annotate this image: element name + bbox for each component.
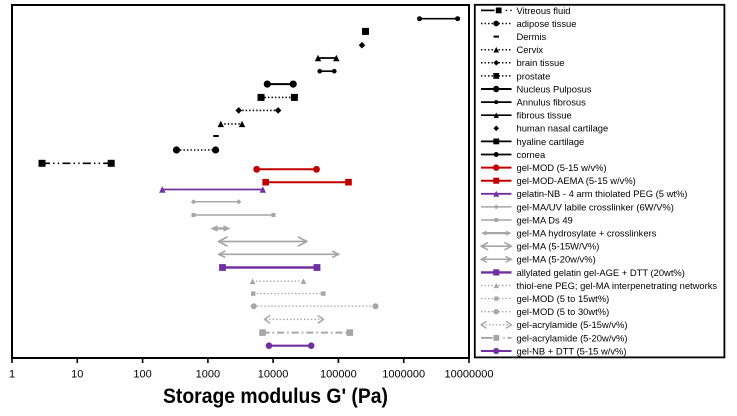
- svg-text:cornea: cornea: [517, 149, 546, 160]
- svg-text:Nucleus Pulposus: Nucleus Pulposus: [517, 83, 592, 94]
- svg-text:gel-MA/UV labile crosslinker (: gel-MA/UV labile crosslinker (6W/V%): [517, 201, 674, 212]
- svg-text:10000000: 10000000: [445, 369, 494, 381]
- svg-text:1000: 1000: [196, 369, 220, 381]
- svg-text:gel-MOD (5 to 15wt%): gel-MOD (5 to 15wt%): [517, 293, 610, 304]
- svg-text:Annulus fibrosus: Annulus fibrosus: [517, 97, 587, 108]
- svg-text:1: 1: [9, 369, 15, 381]
- svg-text:gelatin-NB - 4 arm thiolated P: gelatin-NB - 4 arm thiolated PEG (5 wt%): [517, 188, 688, 199]
- svg-text:gel-NB + DTT (5-15 w/v%): gel-NB + DTT (5-15 w/v%): [517, 345, 627, 356]
- svg-text:gel-MOD (5-15 w/v%): gel-MOD (5-15 w/v%): [517, 162, 607, 173]
- svg-text:gel-MA (5-15W/V%): gel-MA (5-15W/V%): [517, 241, 600, 252]
- svg-text:allylated gelatin gel-AGE + DT: allylated gelatin gel-AGE + DTT (20wt%): [517, 267, 685, 278]
- svg-text:adipose tissue: adipose tissue: [517, 18, 577, 29]
- svg-text:Storage modulus G' (Pa): Storage modulus G' (Pa): [163, 384, 388, 408]
- svg-text:gel-MA (5-20w/v%): gel-MA (5-20w/v%): [517, 254, 596, 265]
- svg-text:gel-acrylamide (5-20w/v%): gel-acrylamide (5-20w/v%): [517, 332, 628, 343]
- svg-text:thiol-ene PEG; gel-MA interpen: thiol-ene PEG; gel-MA interpenetrating n…: [517, 280, 718, 291]
- svg-text:Vitreous fluid: Vitreous fluid: [517, 5, 571, 16]
- svg-text:hyaline cartilage: hyaline cartilage: [517, 136, 585, 147]
- svg-text:gel-MA hydrosylate + crosslink: gel-MA hydrosylate + crosslinkers: [517, 228, 657, 239]
- svg-text:10000: 10000: [258, 369, 289, 381]
- svg-text:gel-MOD-AEMA (5-15 w/v%): gel-MOD-AEMA (5-15 w/v%): [517, 175, 636, 186]
- svg-text:10: 10: [71, 369, 83, 381]
- svg-text:Cervix: Cervix: [517, 44, 544, 55]
- svg-text:fibrous tissue: fibrous tissue: [517, 110, 572, 121]
- svg-text:gel-MOD (5 to 30wt%): gel-MOD (5 to 30wt%): [517, 306, 610, 317]
- svg-text:prostate: prostate: [517, 70, 551, 81]
- svg-text:gel-MA Ds 49: gel-MA Ds 49: [517, 214, 573, 225]
- svg-text:human nasal cartilage: human nasal cartilage: [517, 123, 609, 134]
- svg-text:100: 100: [133, 369, 151, 381]
- svg-text:1000000: 1000000: [382, 369, 425, 381]
- svg-text:Dermis: Dermis: [517, 31, 547, 42]
- svg-text:gel-acrylamide (5-15w/v%): gel-acrylamide (5-15w/v%): [517, 319, 628, 330]
- svg-text:100000: 100000: [320, 369, 357, 381]
- svg-text:brain tissue: brain tissue: [517, 57, 565, 68]
